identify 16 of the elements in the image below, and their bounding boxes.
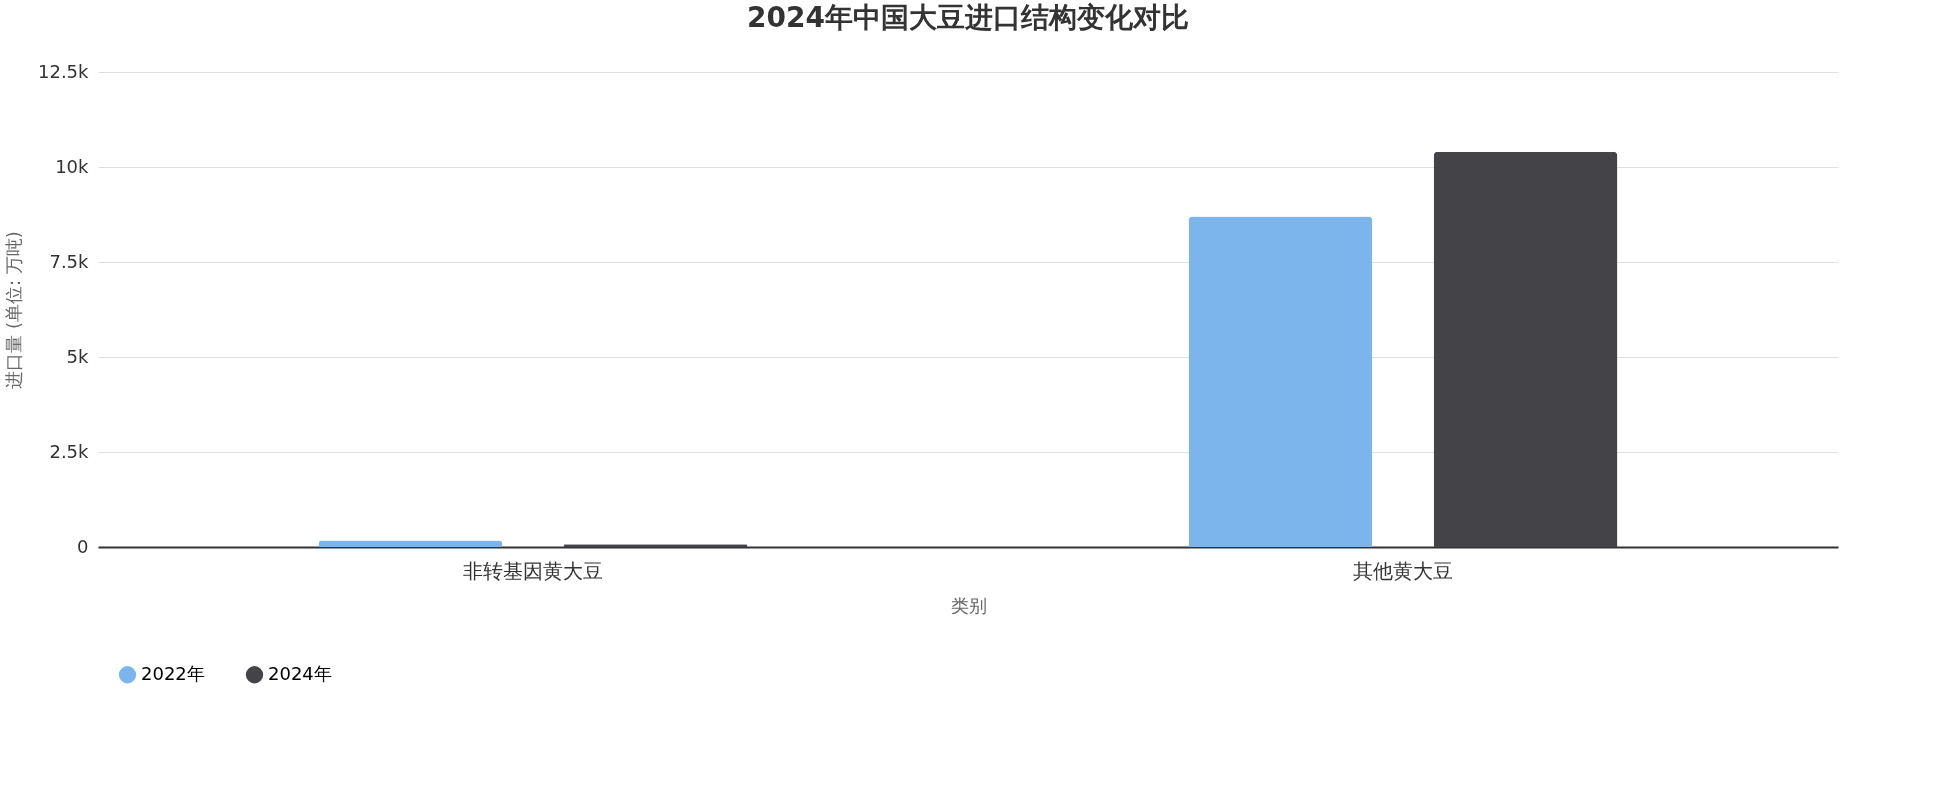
- y-tick-label: 10k: [55, 155, 90, 177]
- chart-title: 2024年中国大豆进口结构变化对比: [747, 1, 1189, 34]
- legend-label: 2024年: [268, 662, 332, 684]
- y-tick-label: 2.5k: [49, 440, 90, 462]
- x-tick-label: 非转基因黄大豆: [463, 558, 603, 583]
- y-tick-label: 12.5k: [37, 60, 90, 82]
- x-axis-title: 类别: [950, 594, 987, 616]
- y-axis-title: 进口量 (单位: 万吨): [3, 231, 24, 389]
- bar: [318, 540, 503, 547]
- y-tick-label: 7.5k: [49, 250, 90, 272]
- y-tick-label: 5k: [66, 345, 90, 367]
- bar: [1433, 151, 1618, 547]
- y-tick-label: 0: [77, 535, 89, 557]
- legend-label: 2022年: [141, 662, 205, 684]
- bar: [1188, 216, 1373, 547]
- x-tick-label: 其他黄大豆: [1353, 558, 1453, 583]
